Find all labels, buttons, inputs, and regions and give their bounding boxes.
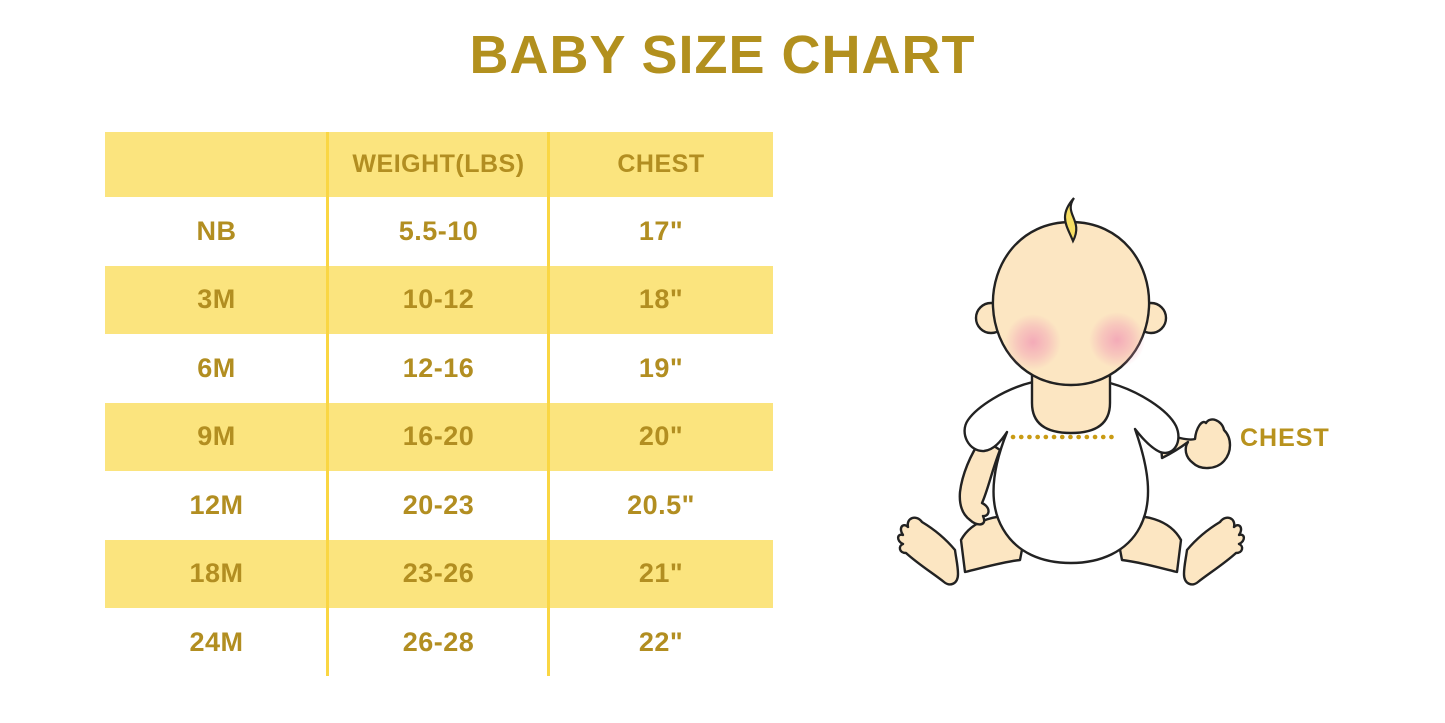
baby-cheeks <box>1005 312 1145 370</box>
cell-size: 3M <box>197 284 236 315</box>
cell-weight: 5.5-10 <box>398 215 479 246</box>
baby-illustration: CHEST <box>870 170 1350 650</box>
table-row: 24M 26-28 22" <box>105 608 773 677</box>
header-cell-chest: CHEST <box>617 150 705 178</box>
baby-hair-icon <box>1063 197 1078 244</box>
cell-chest: 18" <box>638 284 684 315</box>
cell-chest: 19" <box>638 352 684 383</box>
cell-size: 12M <box>189 489 244 520</box>
column-divider-1 <box>326 132 329 676</box>
cell-weight: 12-16 <box>402 352 475 383</box>
size-table-rows: WEIGHT(LBS) CHEST NB 5.5-10 17" 3M 10-12… <box>105 132 773 677</box>
cell-size: 18M <box>189 558 244 589</box>
table-header-row: WEIGHT(LBS) CHEST <box>105 132 773 197</box>
cell-weight: 10-12 <box>402 284 475 315</box>
cell-size: NB <box>196 215 237 246</box>
cell-chest: 20" <box>638 421 684 452</box>
table-row: 12M 20-23 20.5" <box>105 471 773 540</box>
table-row: NB 5.5-10 17" <box>105 197 773 266</box>
header-cell-weight: WEIGHT(LBS) <box>352 150 525 178</box>
cell-chest: 17" <box>638 215 684 246</box>
size-table: WEIGHT(LBS) CHEST NB 5.5-10 17" 3M 10-12… <box>105 132 773 677</box>
page-title: BABY SIZE CHART <box>469 25 976 85</box>
header-cell-size <box>105 132 328 197</box>
baby-arms <box>958 418 1232 526</box>
cell-weight: 20-23 <box>402 489 475 520</box>
chest-label: CHEST <box>1240 424 1330 452</box>
cell-size: 24M <box>189 626 244 657</box>
cell-size: 6M <box>197 352 236 383</box>
cell-weight: 23-26 <box>402 558 475 589</box>
baby-neck <box>1030 373 1112 435</box>
cell-weight: 26-28 <box>402 626 475 657</box>
cell-size: 9M <box>197 421 236 452</box>
cell-chest: 20.5" <box>627 489 695 520</box>
table-row: 6M 12-16 19" <box>105 334 773 403</box>
cell-chest: 21" <box>638 558 684 589</box>
table-row: 18M 23-26 21" <box>105 539 773 608</box>
baby-illustration-svg: CHEST <box>896 197 1330 586</box>
cell-weight: 16-20 <box>402 421 475 452</box>
table-row: 9M 16-20 20" <box>105 402 773 471</box>
baby-shirt <box>963 377 1180 565</box>
table-row: 3M 10-12 18" <box>105 265 773 334</box>
cell-chest: 22" <box>638 626 684 657</box>
column-divider-2 <box>547 132 550 676</box>
